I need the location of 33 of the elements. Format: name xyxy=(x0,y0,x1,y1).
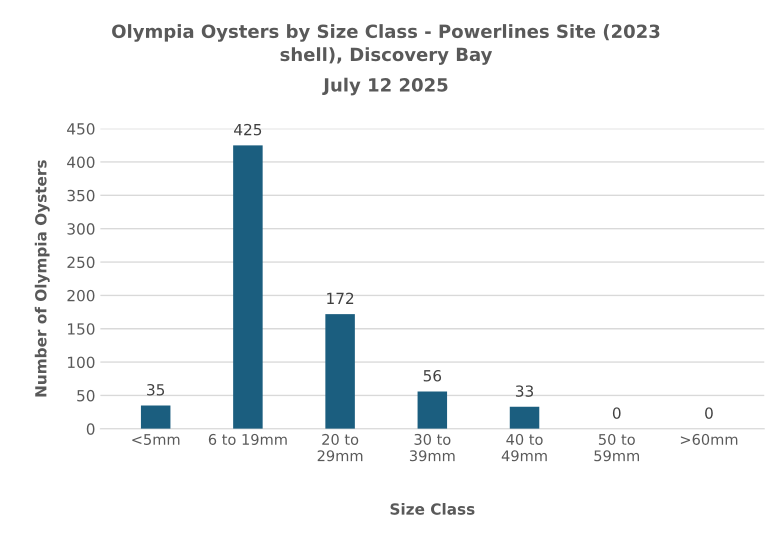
x-tick-label: 50 to 59mm xyxy=(594,434,639,462)
y-tick-label: 150 xyxy=(68,323,94,335)
y-tick-label: 450 xyxy=(67,123,94,135)
data-label: 0 xyxy=(612,407,621,419)
x-tick-label: 40 to 49mm xyxy=(502,434,547,462)
x-tick-label: >60mm xyxy=(680,434,738,445)
y-tick-label: 350 xyxy=(68,190,94,202)
data-label: 0 xyxy=(705,407,713,419)
y-tick-label: 300 xyxy=(68,223,94,235)
bar xyxy=(418,391,448,429)
bar xyxy=(140,405,170,429)
y-tick-label: 400 xyxy=(67,156,94,168)
bar xyxy=(325,314,355,429)
data-label: 35 xyxy=(147,384,164,396)
data-label: 425 xyxy=(234,124,262,136)
data-label: 56 xyxy=(424,370,442,382)
x-tick-label: 6 to 19mm xyxy=(208,434,287,445)
data-label: 33 xyxy=(516,385,534,397)
data-label: 172 xyxy=(327,292,354,304)
chart-title: Olympia Oysters by Size Class - Powerlines Site (2023 shell), Discovery Bay xyxy=(112,24,660,65)
chart-subtitle: July 12 2025 xyxy=(322,78,448,96)
y-axis-title: Number of Olympia Oysters xyxy=(34,160,50,397)
x-tick-label: <5mm xyxy=(132,434,180,445)
x-axis-title: Size Class xyxy=(390,502,474,515)
y-tick-label: 0 xyxy=(86,423,94,435)
bar xyxy=(510,406,540,429)
x-tick-label: 20 to 29mm xyxy=(318,434,362,462)
x-tick-label: 30 to 39mm xyxy=(410,434,455,462)
y-tick-label: 250 xyxy=(67,256,94,268)
bar xyxy=(233,145,263,429)
y-tick-label: 200 xyxy=(67,290,94,302)
y-tick-label: 100 xyxy=(68,356,94,368)
y-tick-label: 50 xyxy=(77,390,94,402)
